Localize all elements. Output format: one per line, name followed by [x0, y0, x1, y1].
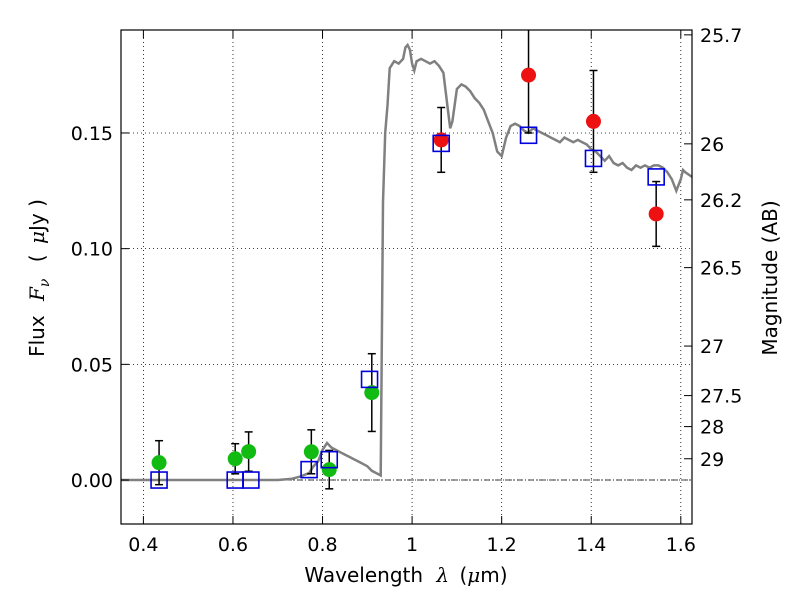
- model-flux-square: [320, 450, 339, 469]
- model-spectrum-line: [121, 42, 693, 482]
- y2-tick-label: 27: [700, 336, 724, 358]
- y-tick-label: 0.00: [71, 470, 113, 492]
- x-label-unit-open: (: [459, 563, 467, 587]
- model-flux-square: [360, 370, 379, 389]
- model-flux-square: [519, 126, 538, 145]
- optical-flux-point: [364, 385, 380, 401]
- model-flux-square: [242, 471, 260, 489]
- model-flux-square: [432, 134, 451, 153]
- x-label-unit-mu: μ: [467, 563, 480, 587]
- optical-flux-point: [227, 451, 243, 467]
- model-flux-square: [647, 168, 665, 186]
- y-label-symbol-sub: ν: [37, 278, 53, 287]
- model-flux-square: [150, 471, 168, 489]
- y-label-unit-mu: μ: [25, 231, 49, 244]
- optical-flux-point: [241, 444, 257, 460]
- x-axis-label: Wavelength λ (μm): [304, 563, 507, 587]
- nir-flux-point: [648, 206, 664, 222]
- y-axis-label: Flux Fν ( μJy ): [25, 199, 54, 357]
- y2-axis-label: Magnitude (AB): [758, 200, 782, 355]
- y-label-text: Flux: [25, 315, 49, 357]
- x-tick-label: 0.6: [218, 534, 248, 556]
- x-tick-label: 0.8: [307, 534, 337, 556]
- y-label-unit-open: (: [25, 254, 49, 262]
- y2-tick-label: 26: [700, 134, 724, 156]
- y2-tick-label: 26.2: [700, 190, 742, 212]
- axis-ticks: 0.4 0.6 0.8 1 1.2 1.4 1.6 0.00 0.05 0.10 0.15 25.7 2…: [71, 25, 743, 556]
- x-tick-label: 1.6: [666, 534, 696, 556]
- y-label-unit-rest: Jy ): [25, 199, 49, 233]
- x-tick-label: 1.4: [576, 534, 606, 556]
- x-tick-label: 0.4: [128, 534, 158, 556]
- y-tick-label: 0.05: [71, 354, 113, 376]
- x-label-unit-rest: m): [480, 563, 507, 587]
- y2-tick-label: 28: [700, 417, 724, 439]
- x-tick-label: 1: [406, 534, 418, 556]
- grid: [121, 30, 692, 524]
- y2-tick-label: 26.5: [700, 258, 742, 280]
- data-points: [150, 30, 665, 490]
- optical-flux-point: [321, 462, 337, 478]
- y2-tick-label: 29: [700, 449, 724, 471]
- y-label-symbol-main: F: [25, 286, 49, 302]
- x-label-symbol: λ: [435, 563, 449, 587]
- optical-flux-point: [303, 444, 319, 460]
- y2-tick-label: 27.5: [700, 386, 742, 408]
- y-tick-label: 0.10: [71, 239, 113, 261]
- model-flux-square: [300, 460, 318, 479]
- nir-flux-point: [521, 67, 537, 83]
- nir-flux-point: [585, 113, 601, 129]
- optical-flux-point: [151, 455, 167, 471]
- y-tick-label: 0.15: [71, 123, 113, 145]
- model-flux-square: [584, 149, 603, 168]
- plot-frame: [120, 29, 693, 525]
- x-label-text: Wavelength: [304, 563, 423, 587]
- y2-tick-label: 25.7: [700, 25, 742, 47]
- x-tick-label: 1.2: [487, 534, 517, 556]
